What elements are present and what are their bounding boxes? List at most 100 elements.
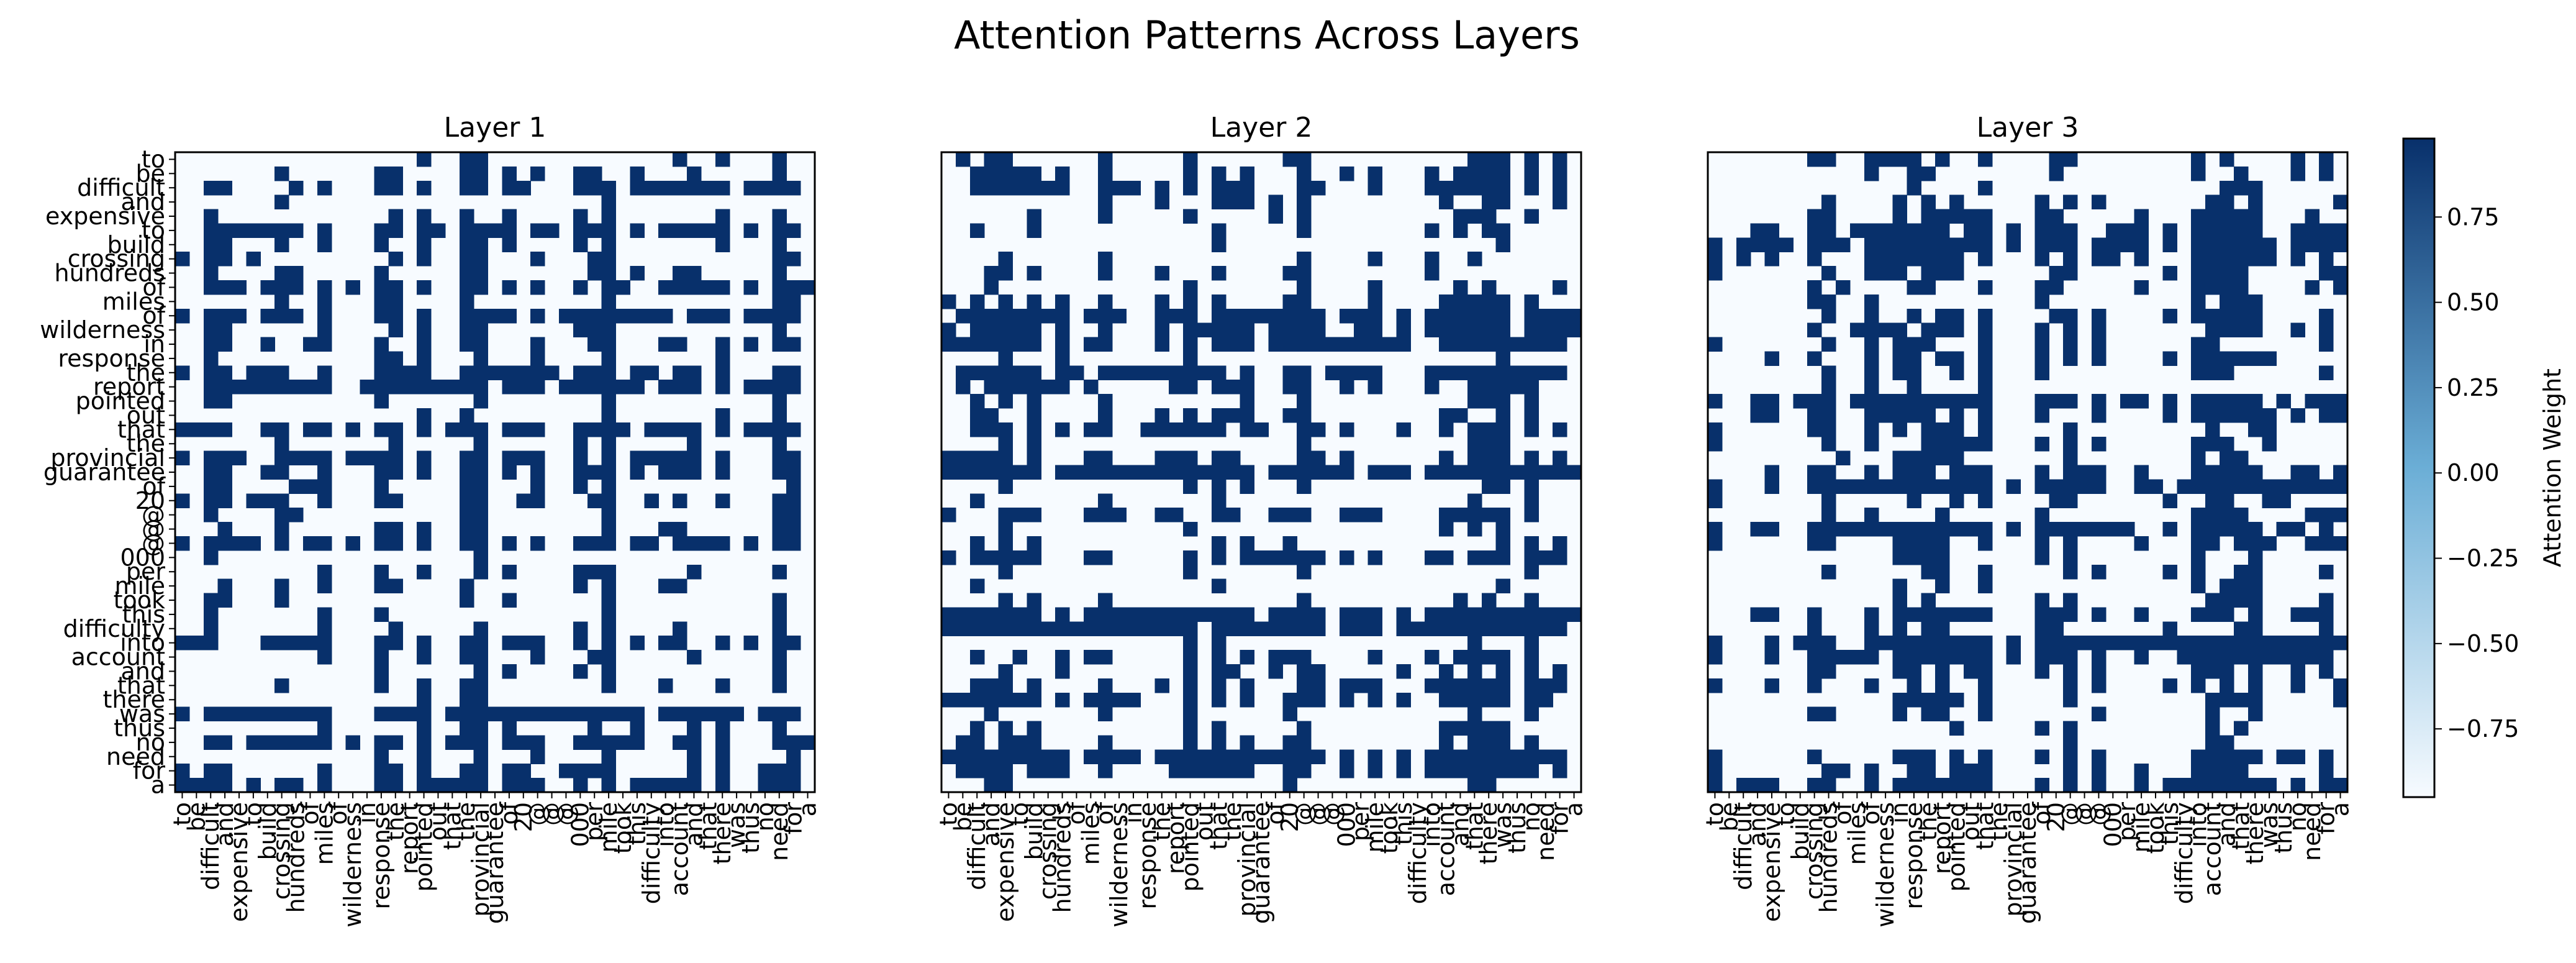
heatmap-cell bbox=[289, 508, 304, 523]
heatmap-cell bbox=[772, 422, 787, 437]
heatmap-cell bbox=[1524, 308, 1539, 324]
heatmap-cell bbox=[1297, 436, 1312, 452]
heatmap-cell bbox=[1282, 266, 1297, 281]
heatmap-cell bbox=[1495, 194, 1511, 210]
heatmap-cell bbox=[2177, 479, 2192, 494]
heatmap-cell bbox=[941, 322, 956, 338]
x-tick-label: difficult bbox=[963, 802, 991, 890]
heatmap-cell bbox=[175, 706, 190, 722]
heatmap-cell bbox=[1012, 650, 1027, 665]
heatmap-cell bbox=[687, 536, 702, 551]
heatmap-cell bbox=[374, 578, 389, 594]
heatmap-cell bbox=[2049, 607, 2064, 622]
heatmap-cell bbox=[175, 308, 190, 324]
heatmap-cell bbox=[1254, 550, 1269, 565]
heatmap-cell bbox=[2034, 479, 2049, 494]
heatmap-cell bbox=[1510, 607, 1525, 622]
x-tick-label: to bbox=[240, 802, 267, 826]
heatmap-cell bbox=[1268, 465, 1283, 480]
x-tick-label: out bbox=[1957, 802, 1984, 841]
heatmap-cell bbox=[2049, 152, 2064, 167]
x-tick-label: was bbox=[2256, 802, 2283, 848]
heatmap-cell bbox=[2333, 536, 2348, 551]
heatmap-cell bbox=[984, 450, 999, 466]
heatmap-cell bbox=[473, 166, 489, 181]
heatmap-cell bbox=[1012, 621, 1027, 636]
heatmap-cell bbox=[345, 536, 361, 551]
heatmap-cell bbox=[1297, 322, 1312, 338]
heatmap-cell bbox=[969, 465, 985, 480]
colorbar-label: Attention Weight bbox=[2539, 368, 2566, 567]
heatmap-cell bbox=[260, 735, 275, 750]
heatmap-cell bbox=[217, 706, 233, 722]
heatmap-cell bbox=[984, 465, 999, 480]
heatmap-cell bbox=[1183, 678, 1198, 693]
heatmap-cell bbox=[2220, 237, 2234, 252]
heatmap-cell bbox=[1892, 536, 1908, 551]
heatmap-cell bbox=[289, 380, 304, 395]
heatmap-cell bbox=[1977, 564, 1993, 580]
heatmap-cell bbox=[687, 436, 702, 452]
heatmap-cell bbox=[1935, 607, 1950, 622]
heatmap-cell bbox=[1935, 394, 1950, 409]
heatmap-cell bbox=[1439, 678, 1454, 693]
x-tick-label: @ bbox=[524, 802, 551, 826]
heatmap-cell bbox=[2191, 394, 2206, 409]
heatmap-cell bbox=[1510, 621, 1525, 636]
x-tick-label: that bbox=[1205, 802, 1232, 850]
x-tick-label: to bbox=[1701, 802, 1728, 826]
heatmap-cell bbox=[715, 365, 730, 380]
heatmap-cell bbox=[1553, 194, 1567, 210]
heatmap-cell bbox=[984, 422, 999, 437]
heatmap-cell bbox=[715, 237, 730, 252]
heatmap-cell bbox=[1425, 308, 1440, 324]
heatmap-cell bbox=[1481, 678, 1497, 693]
heatmap-cell bbox=[1211, 380, 1227, 395]
heatmap-cell bbox=[2305, 394, 2320, 409]
heatmap-cell bbox=[1282, 337, 1297, 352]
heatmap-cell bbox=[189, 778, 204, 793]
heatmap-cell bbox=[1821, 337, 1836, 352]
heatmap-cell bbox=[374, 678, 389, 693]
heatmap-cell bbox=[1410, 621, 1425, 636]
heatmap-cell bbox=[1467, 394, 1482, 409]
heatmap-cell bbox=[1495, 408, 1511, 423]
heatmap-cell bbox=[1764, 636, 1780, 650]
y-tick-label: per bbox=[126, 558, 166, 585]
heatmap-cell bbox=[1169, 508, 1184, 523]
heatmap-cell bbox=[1097, 365, 1113, 380]
heatmap-cell bbox=[246, 252, 261, 267]
x-tick-label: per bbox=[1347, 802, 1374, 842]
heatmap-cell bbox=[1453, 365, 1468, 380]
heatmap-cell bbox=[941, 465, 956, 480]
heatmap-cell bbox=[388, 180, 403, 196]
heatmap-cell bbox=[217, 365, 233, 380]
heatmap-cell bbox=[388, 778, 403, 793]
heatmap-cell bbox=[1467, 337, 1482, 352]
x-tick-label: pointed bbox=[1943, 802, 1971, 892]
heatmap-cell bbox=[1481, 152, 1497, 167]
heatmap-cell bbox=[758, 180, 773, 196]
heatmap-cell bbox=[2262, 436, 2277, 452]
heatmap-cell bbox=[473, 308, 489, 324]
heatmap-cell bbox=[2049, 237, 2064, 252]
heatmap-cell bbox=[687, 764, 702, 778]
heatmap-cell bbox=[687, 365, 702, 380]
heatmap-cell bbox=[772, 636, 787, 650]
heatmap-cell bbox=[1240, 550, 1255, 565]
heatmap-cell bbox=[2162, 408, 2177, 423]
heatmap-cell bbox=[1012, 337, 1027, 352]
heatmap-cell bbox=[2233, 578, 2249, 594]
heatmap-cell bbox=[1977, 280, 1993, 295]
heatmap-cell bbox=[1268, 621, 1283, 636]
heatmap-cell bbox=[2063, 692, 2078, 708]
heatmap-cell bbox=[1453, 337, 1468, 352]
heatmap-cell bbox=[1977, 180, 1993, 196]
y-tick-label: into bbox=[120, 629, 165, 657]
heatmap-cell bbox=[1225, 194, 1241, 210]
heatmap-cell bbox=[1297, 280, 1312, 295]
heatmap-cell bbox=[1807, 650, 1822, 665]
heatmap-cell bbox=[459, 294, 474, 309]
heatmap-cell bbox=[658, 465, 673, 480]
heatmap-cell bbox=[1453, 607, 1468, 622]
